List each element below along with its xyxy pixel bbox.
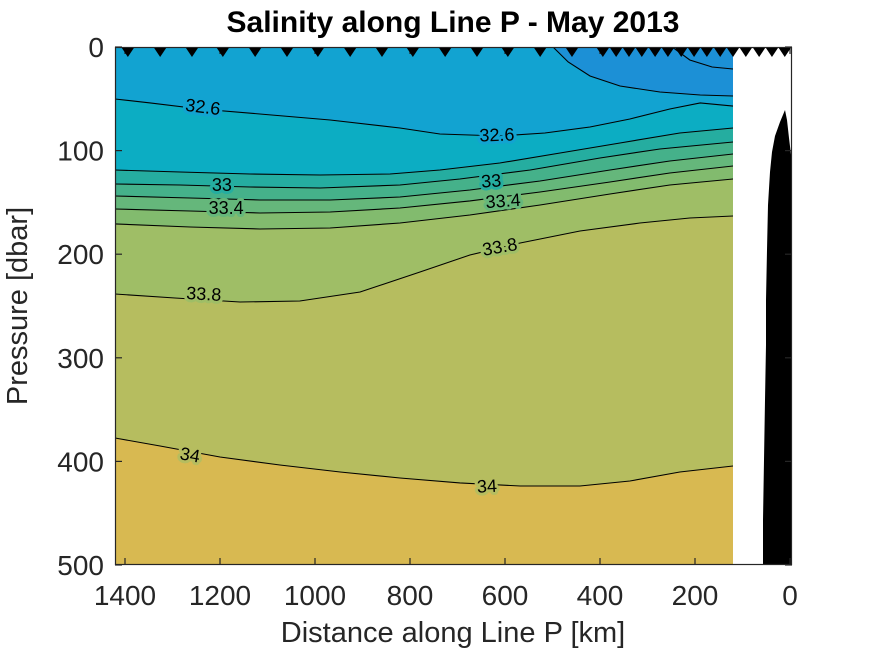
contour-label-33: 33 (481, 170, 502, 191)
contour-label-33.4: 33.4 (485, 190, 521, 212)
station-marker (185, 48, 198, 57)
contour-label-33.8: 33.8 (186, 283, 222, 305)
contour-line-33.6 (115, 178, 733, 230)
station-marker (739, 48, 752, 57)
station-marker (714, 48, 727, 57)
contour-label-34: 34 (476, 476, 497, 497)
contour-line-34 (115, 437, 733, 487)
x-tick-label-400: 400 (577, 580, 624, 611)
station-marker (534, 48, 547, 57)
station-marker (311, 48, 324, 57)
station-marker (753, 48, 766, 57)
bathymetry-silhouette (763, 110, 792, 565)
station-marker (249, 48, 262, 57)
y-tick-label-400: 400 (57, 446, 104, 477)
station-marker (727, 48, 739, 57)
y-tick-label-200: 200 (57, 239, 104, 270)
contour-line-32.4 (552, 47, 733, 97)
station-marker (649, 48, 662, 57)
x-tick-label-800: 800 (387, 580, 434, 611)
contour-label-33.4: 33.4 (209, 198, 244, 218)
contour-line-33.4 (115, 165, 733, 214)
station-marker (501, 48, 514, 57)
station-marker (121, 48, 134, 57)
station-marker (154, 48, 167, 57)
contour-line-33.8 (115, 215, 733, 303)
station-marker (635, 48, 648, 57)
station-marker (280, 48, 293, 57)
band-34 (115, 438, 733, 565)
contour-label-32.6: 32.6 (184, 95, 221, 119)
station-marker (344, 48, 357, 57)
x-tick-label-1200: 1200 (189, 580, 251, 611)
station-marker (216, 48, 229, 57)
y-axis-label: Pressure [dbar] (2, 207, 34, 405)
x-tick-label-1400: 1400 (94, 580, 156, 611)
station-marker (765, 48, 778, 57)
x-axis-label: Distance along Line P [km] (281, 617, 625, 649)
y-tick-label-0: 0 (88, 32, 104, 63)
station-marker (375, 48, 388, 57)
station-marker (700, 48, 713, 57)
y-tick-label-100: 100 (57, 136, 104, 167)
y-tick-label-300: 300 (57, 343, 104, 374)
station-marker (470, 48, 483, 57)
contour-line-32.6 (115, 98, 733, 137)
station-marker (610, 48, 623, 57)
axes-box (114, 46, 793, 566)
contour-label-33: 33 (212, 175, 232, 195)
station-marker (661, 48, 674, 57)
station-marker (778, 48, 791, 57)
contour-label-32.6: 32.6 (479, 124, 515, 145)
x-tick-label-600: 600 (482, 580, 529, 611)
station-marker (406, 48, 419, 57)
contour-line-33.2 (115, 153, 733, 201)
station-marker (675, 48, 688, 57)
contour-line-33 (115, 141, 733, 189)
x-tick-label-0: 0 (782, 580, 798, 611)
plot-title: Salinity along Line P - May 2013 (227, 6, 680, 39)
station-marker (622, 48, 635, 57)
y-tick-label-500: 500 (57, 550, 104, 581)
contour-line-32.8 (115, 127, 733, 176)
station-marker (596, 48, 609, 57)
station-marker (688, 48, 701, 57)
x-tick-label-200: 200 (672, 580, 719, 611)
station-marker (439, 48, 452, 57)
contour-label-34: 34 (178, 443, 201, 466)
station-marker (565, 48, 578, 57)
x-tick-label-1000: 1000 (284, 580, 346, 611)
